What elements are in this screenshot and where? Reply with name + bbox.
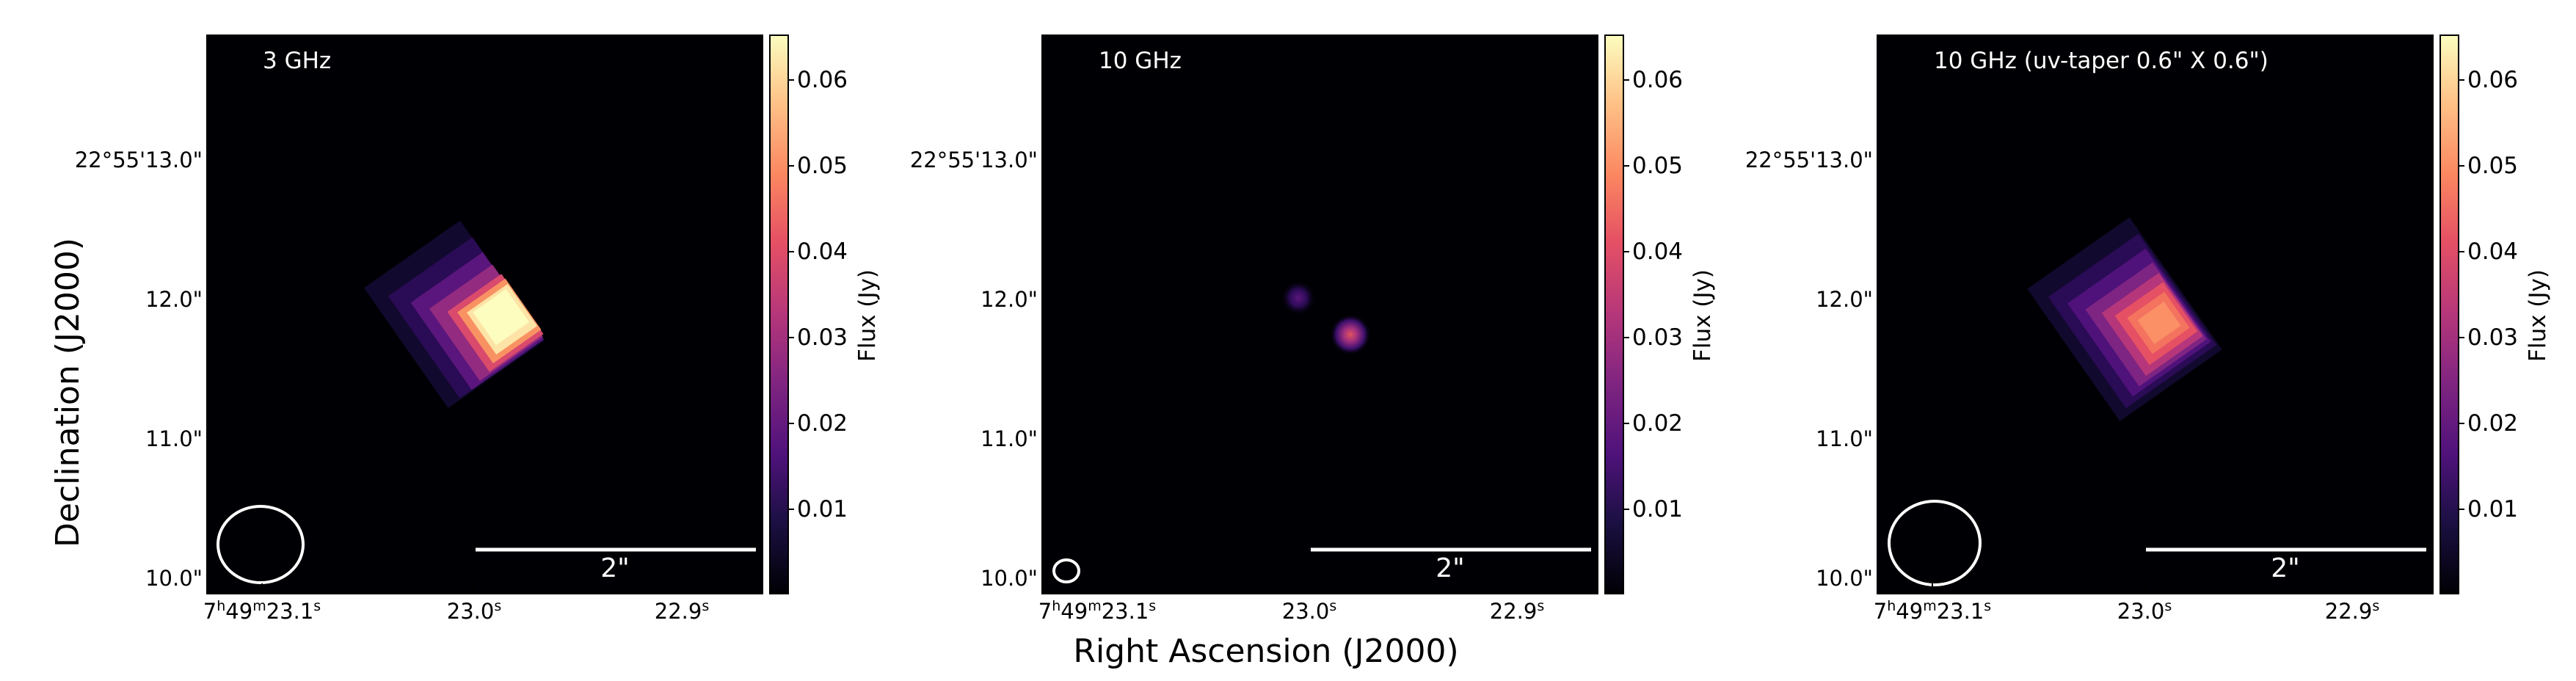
- colorbar: [2439, 34, 2459, 594]
- beam-ellipse: [1888, 500, 1982, 586]
- ytick-label: 22°55'13.0": [75, 148, 203, 172]
- ytick-label: 11.0": [1816, 426, 1873, 451]
- xtick-label-ra1: 7h49m23.1s: [1038, 598, 1156, 624]
- colorbar-tick-label: 0.06: [2467, 67, 2518, 93]
- scale-bar-label: 2": [1436, 553, 1464, 583]
- colorbar-tick-label: 0.04: [2467, 238, 2518, 265]
- colorbar-tick-label: 0.02: [1632, 410, 1683, 437]
- colorbar-ticks: [1623, 79, 1629, 510]
- colorbar-tick-label: 0.06: [1632, 67, 1683, 93]
- y-ticks: [1877, 159, 1888, 579]
- scale-bar-label: 2": [600, 553, 629, 583]
- colorbar-tick-label: 0.02: [2467, 410, 2518, 437]
- colorbar-tick-label: 0.03: [2467, 324, 2518, 351]
- beam-ellipse: [1052, 558, 1080, 583]
- colorbar-tick-label: 0.03: [1632, 324, 1683, 351]
- ytick-label: 22°55'13.0": [1745, 148, 1873, 172]
- colorbar-tick-label: 0.05: [1632, 153, 1683, 179]
- panel-title: 3 GHz: [263, 48, 331, 74]
- panel-10ghz-uvtaper: 10 GHz (uv-taper 0.6" X 0.6") 2" 22°55'1…: [1745, 34, 2551, 624]
- xtick-label-ra2: 23.0s: [447, 598, 501, 624]
- colorbar-label: Flux (Jy): [854, 269, 881, 362]
- xtick-label-ra3: 22.9s: [655, 598, 709, 624]
- colorbar-tick-label: 0.01: [2467, 496, 2518, 522]
- scale-bar-label: 2": [2271, 553, 2299, 583]
- colorbar-tick-label: 0.06: [797, 67, 848, 93]
- xtick-label-ra3: 22.9s: [1490, 598, 1544, 624]
- colorbar-label: Flux (Jy): [1689, 269, 1716, 362]
- colorbar: [769, 34, 789, 594]
- x-ticks: [1096, 583, 1518, 594]
- beam-ellipse: [217, 505, 305, 584]
- ytick-label: 10.0": [145, 566, 203, 591]
- y-ticks: [207, 159, 217, 579]
- image-area: [1041, 34, 1598, 594]
- ytick-label: 22°55'13.0": [910, 148, 1038, 172]
- x-ticks: [261, 583, 683, 594]
- xtick-label-ra3: 22.9s: [2325, 598, 2379, 624]
- ytick-label: 12.0": [145, 287, 203, 312]
- colorbar-ticks: [2459, 79, 2464, 510]
- panel-title: 10 GHz (uv-taper 0.6" X 0.6"): [1934, 48, 2268, 74]
- ytick-label: 12.0": [980, 287, 1038, 312]
- ytick-label: 11.0": [145, 426, 203, 451]
- xtick-label-ra1: 7h49m23.1s: [1874, 598, 1991, 624]
- xtick-label-ra2: 23.0s: [2117, 598, 2172, 624]
- pixel-blob-3ghz: [363, 220, 545, 409]
- colorbar-tick-label: 0.04: [797, 238, 848, 265]
- bright-source: [1330, 314, 1371, 355]
- xtick-label-ra1: 7h49m23.1s: [203, 598, 321, 624]
- y-ticks: [1042, 159, 1052, 579]
- ytick-label: 10.0": [1816, 566, 1873, 591]
- colorbar-tick-label: 0.02: [797, 410, 848, 437]
- ytick-label: 12.0": [1816, 287, 1873, 312]
- ytick-label: 10.0": [980, 566, 1038, 591]
- colorbar-label: Flux (Jy): [2525, 269, 2551, 362]
- x-ticks: [1932, 583, 2353, 594]
- colorbar-tick-label: 0.01: [1632, 496, 1683, 522]
- pixel-blob-uvtaper: [2027, 217, 2222, 421]
- xtick-label-ra2: 23.0s: [1282, 598, 1336, 624]
- y-axis-label: Declination (J2000): [49, 238, 87, 547]
- colorbar-tick-label: 0.03: [797, 324, 848, 351]
- colorbar-tick-label: 0.01: [797, 496, 848, 522]
- panel-3ghz: 3 GHz 2" 22°55'13.0" 12.0" 11.0" 10.0" 7…: [75, 34, 881, 624]
- panel-title: 10 GHz: [1099, 48, 1182, 74]
- x-axis-label: Right Ascension (J2000): [1073, 633, 1458, 670]
- faint-source: [1281, 280, 1316, 316]
- colorbar: [1604, 34, 1624, 594]
- colorbar-tick-label: 0.04: [1632, 238, 1683, 265]
- colorbar-tick-label: 0.05: [2467, 153, 2518, 179]
- panel-10ghz: 10 GHz 2" 22°55'13.0" 12.0" 11.0" 10.0" …: [910, 34, 1716, 624]
- colorbar-tick-label: 0.05: [797, 153, 848, 179]
- ytick-label: 11.0": [980, 426, 1038, 451]
- colorbar-ticks: [788, 79, 794, 510]
